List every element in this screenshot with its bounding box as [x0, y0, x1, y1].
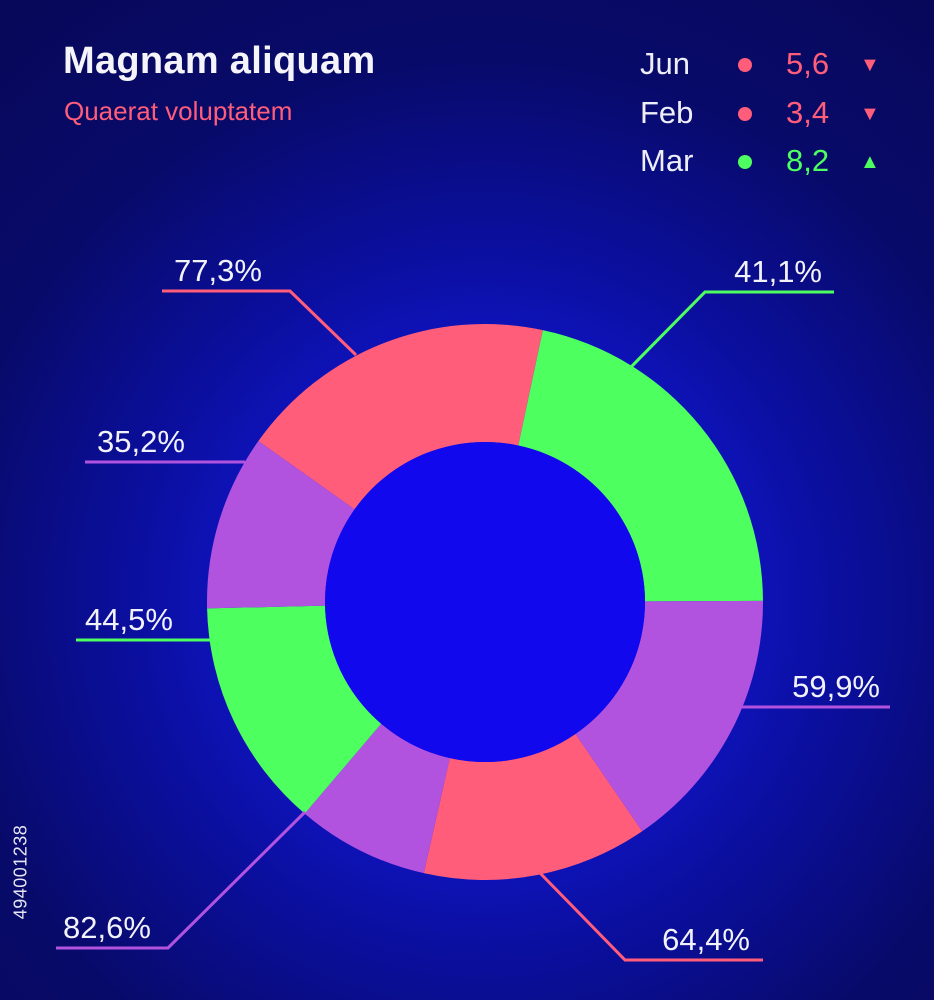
legend-month: Feb — [640, 95, 694, 130]
donut-slice — [207, 605, 382, 814]
legend-value: 8,2 — [786, 143, 830, 178]
donut-slice — [258, 324, 543, 510]
legend-item-feb: Feb 3,4 ▼ — [640, 95, 900, 135]
chart-title: Magnam aliquam — [63, 40, 376, 82]
triangle-down-icon: ▼ — [860, 54, 880, 76]
stock-id-label: 494001238 — [10, 824, 31, 920]
legend-item-jun: Jun 5,6 ▼ — [640, 46, 900, 86]
legend-month: Jun — [640, 46, 690, 81]
legend-item-mar: Mar 8,2 ▲ — [640, 143, 900, 183]
legend-dot — [738, 155, 752, 169]
callout-line — [56, 810, 307, 950]
triangle-up-icon: ▲ — [860, 151, 880, 173]
callout-line — [538, 871, 763, 962]
data-label: 64,4% — [662, 922, 750, 957]
legend-month: Mar — [640, 143, 694, 178]
donut-hole — [325, 442, 645, 762]
callout-line — [629, 290, 834, 369]
data-label: 44,5% — [85, 602, 173, 637]
donut-slice — [518, 330, 763, 602]
legend-dot — [738, 58, 752, 72]
donut-slice — [207, 440, 355, 609]
data-label: 77,3% — [174, 253, 262, 288]
donut-slice — [423, 733, 643, 880]
data-label: 35,2% — [97, 424, 185, 459]
triangle-down-icon: ▼ — [860, 103, 880, 125]
data-label: 59,9% — [792, 669, 880, 704]
callout-line — [162, 289, 358, 357]
legend-value: 5,6 — [786, 46, 830, 81]
legend-dot — [738, 107, 752, 121]
donut-slice — [304, 723, 450, 874]
chart-subtitle: Quaerat voluptatem — [64, 96, 293, 126]
donut-slice — [575, 600, 763, 832]
data-label: 82,6% — [63, 910, 151, 945]
data-label: 41,1% — [734, 254, 822, 289]
legend-value: 3,4 — [786, 95, 830, 130]
